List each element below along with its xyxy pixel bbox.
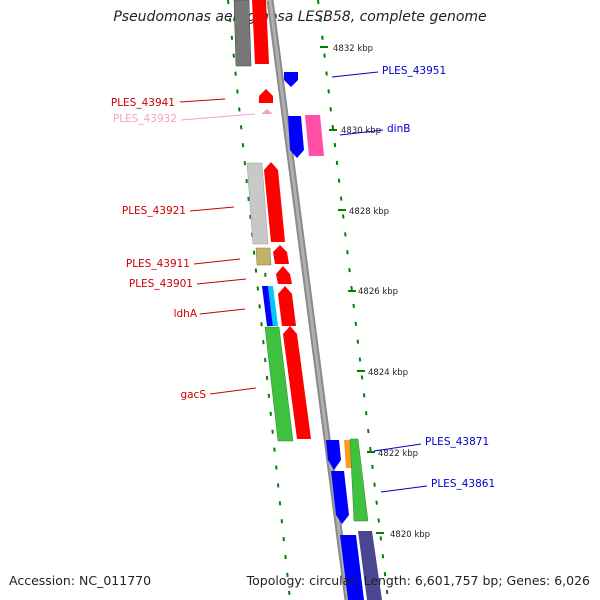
gene-ples-43871-blue	[326, 440, 341, 470]
kbp-label: 4822 kbp	[378, 449, 418, 459]
gene-bottom-blue	[340, 535, 364, 600]
gene-ples-43861-blue	[331, 471, 349, 524]
gene-ldha-blue	[262, 286, 273, 326]
forward-strand-genes	[233, 0, 311, 442]
kbp-label: 4830 kbp	[341, 126, 381, 136]
gene-bottom-slate	[358, 531, 382, 600]
gene-label-ples-43901: PLES_43901	[129, 278, 193, 290]
gene-ples-43951	[284, 72, 298, 87]
right-dotted-arc	[317, 0, 389, 600]
reverse-strand-genes	[284, 72, 382, 600]
genome-stats-text: Topology: circular; Length: 6,601,757 bp…	[246, 573, 590, 588]
gene-label-ples-43941: PLES_43941	[111, 97, 175, 109]
gene-top-red	[252, 0, 269, 64]
gene-label-ples-43951: PLES_43951	[382, 65, 446, 77]
gene-ldha-cyan	[268, 286, 278, 326]
gene-label-ples-43932: PLES_43932	[113, 113, 177, 125]
gene-ples-43921-red	[264, 162, 285, 242]
kbp-label: 4832 kbp	[333, 44, 373, 54]
gene-ples-43901	[276, 266, 292, 284]
left-gene-labels: PLES_43941 PLES_43932 PLES_43921 PLES_43…	[111, 97, 257, 401]
kbp-ticks	[320, 46, 384, 534]
gene-label-ldha: ldhA	[174, 308, 198, 320]
kbp-labels: 4832 kbp 4830 kbp 4828 kbp 4826 kbp 4824…	[333, 44, 430, 540]
gene-top-gray	[233, 0, 252, 67]
gene-ples-43932	[261, 109, 273, 114]
gene-label-ples-43871: PLES_43871	[425, 436, 489, 448]
genome-title: Pseudomonas aeruginosa LESB58, complete …	[113, 9, 487, 25]
gene-ples-43941	[259, 89, 273, 103]
kbp-label: 4828 kbp	[349, 207, 389, 217]
kbp-label: 4826 kbp	[358, 287, 398, 297]
gene-ples-43861-green	[349, 438, 369, 522]
gene-label-ples-43861: PLES_43861	[431, 478, 495, 490]
gene-label-dinb: dinB	[387, 123, 410, 135]
gene-label-ples-43921: PLES_43921	[122, 205, 186, 217]
gene-ples-43911-red	[273, 245, 289, 264]
gene-label-gacs: gacS	[180, 389, 206, 401]
right-gene-labels: PLES_43951 dinB PLES_43871 PLES_43861	[331, 65, 495, 493]
gene-gacs-green	[264, 326, 294, 442]
gene-dinb-pink	[305, 115, 324, 156]
gene-ples-43911	[255, 247, 272, 266]
accession-text: Accession: NC_011770	[9, 573, 152, 588]
gene-ples-43921-gray	[246, 162, 269, 245]
kbp-label: 4824 kbp	[368, 368, 408, 378]
gene-dinb-blue	[288, 116, 304, 158]
kbp-label: 4820 kbp	[390, 530, 430, 540]
gene-gacs-red	[283, 326, 311, 439]
gene-label-ples-43911: PLES_43911	[126, 258, 190, 270]
gene-ldha-red	[278, 286, 296, 326]
